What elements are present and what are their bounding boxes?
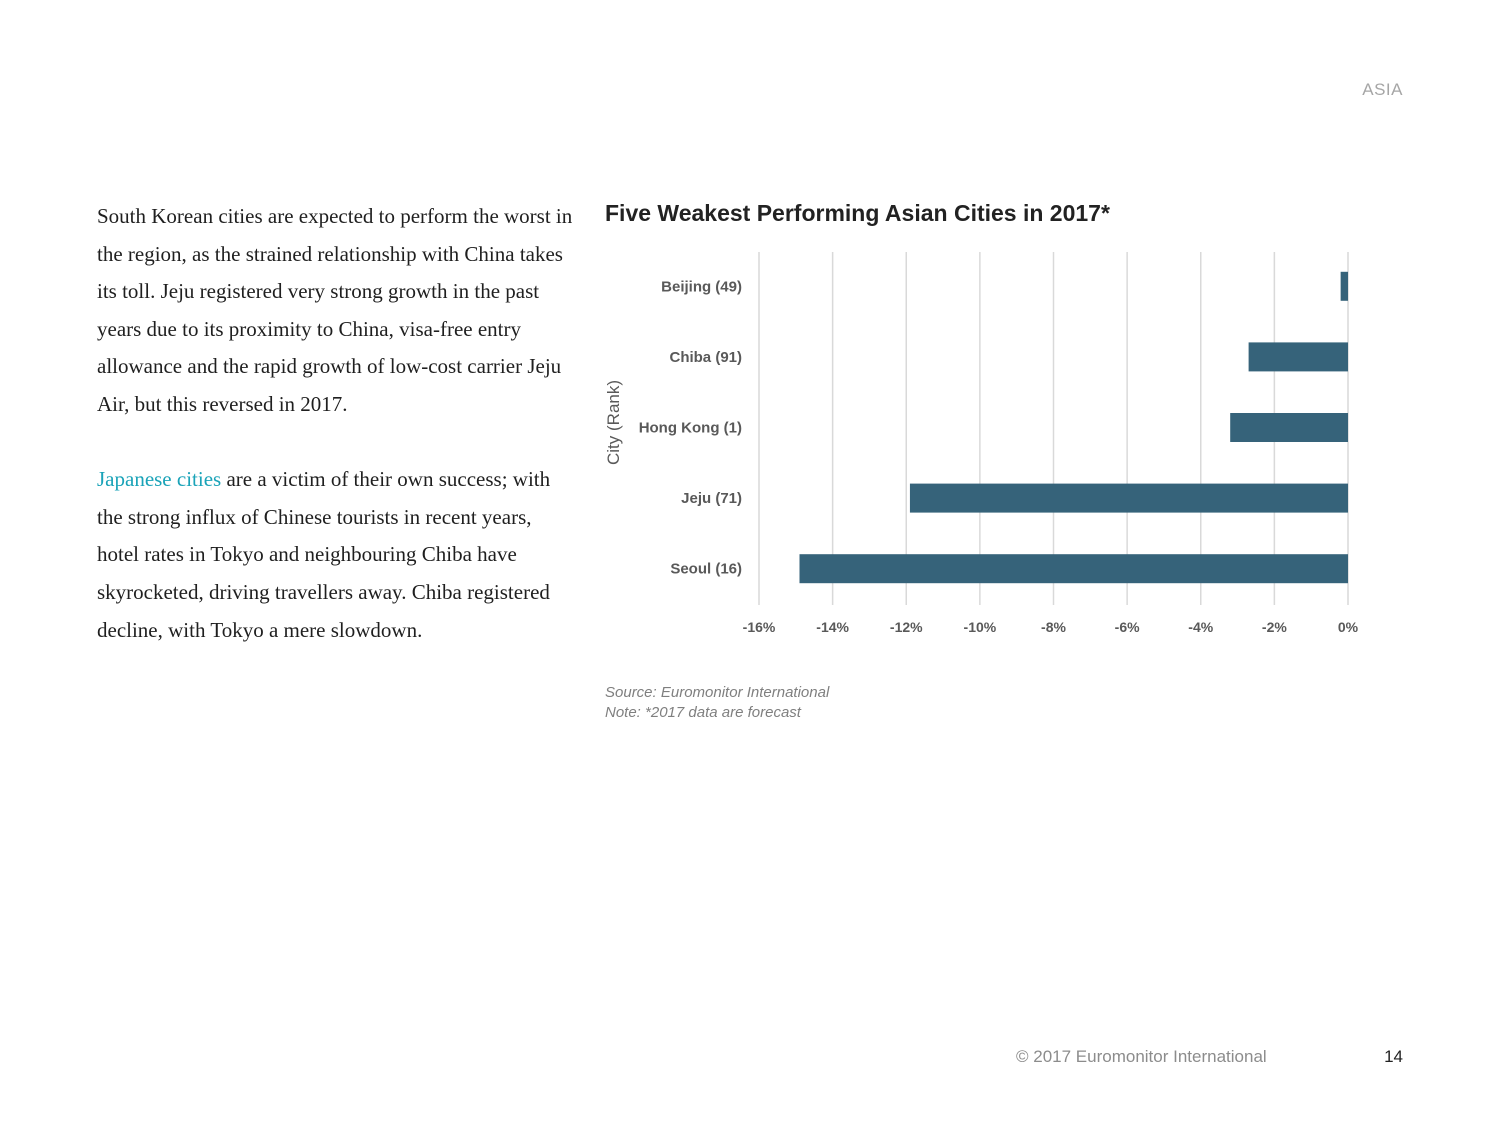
paragraph-south-korea: South Korean cities are expected to perf… xyxy=(97,204,573,416)
x-tick-label: -12% xyxy=(890,619,923,635)
x-tick-label: 0% xyxy=(1338,619,1359,635)
x-tick-label: -16% xyxy=(743,619,776,635)
category-label: Seoul (16) xyxy=(670,561,742,578)
source-note: Source: Euromonitor International xyxy=(605,684,830,701)
x-tick-label: -6% xyxy=(1115,619,1140,635)
x-tick-label: -8% xyxy=(1041,619,1066,635)
bar xyxy=(1248,342,1348,372)
forecast-note: Note: *2017 data are forecast xyxy=(605,704,801,721)
category-label: Beijing (49) xyxy=(661,278,742,295)
japanese-cities-link[interactable]: Japanese cities xyxy=(97,467,222,492)
copyright: © 2017 Euromonitor International xyxy=(1016,1047,1267,1066)
category-label: Hong Kong (1) xyxy=(639,420,742,437)
paragraph-japan: Japanese cities are a victim of their ow… xyxy=(97,461,577,649)
category-label: Chiba (91) xyxy=(669,349,742,366)
x-tick-label: -4% xyxy=(1188,619,1213,635)
x-tick-label: -14% xyxy=(816,619,849,635)
bar xyxy=(799,554,1348,584)
chart-title: Five Weakest Performing Asian Cities in … xyxy=(605,200,1110,226)
page-number: 14 xyxy=(1384,1047,1403,1066)
bar xyxy=(1230,413,1348,442)
bar-chart: -16% -14% -12% -10% -8% -6% -4% -2% 0% Beijing (4… xyxy=(604,252,1359,635)
category-label: Jeju (71) xyxy=(681,490,742,507)
section-label: ASIA xyxy=(1362,80,1403,99)
chart-notes: Source: Euromonitor International Note: … xyxy=(605,683,829,723)
bar xyxy=(1340,271,1348,301)
x-tick-label: -2% xyxy=(1262,619,1287,635)
paragraph-japan-text: are a victim of their own success; with … xyxy=(97,467,551,642)
y-axis-title: City (Rank) xyxy=(604,380,623,465)
x-tick-label: -10% xyxy=(964,619,997,635)
bar xyxy=(909,483,1348,513)
body-text: South Korean cities are expected to perf… xyxy=(97,198,577,649)
